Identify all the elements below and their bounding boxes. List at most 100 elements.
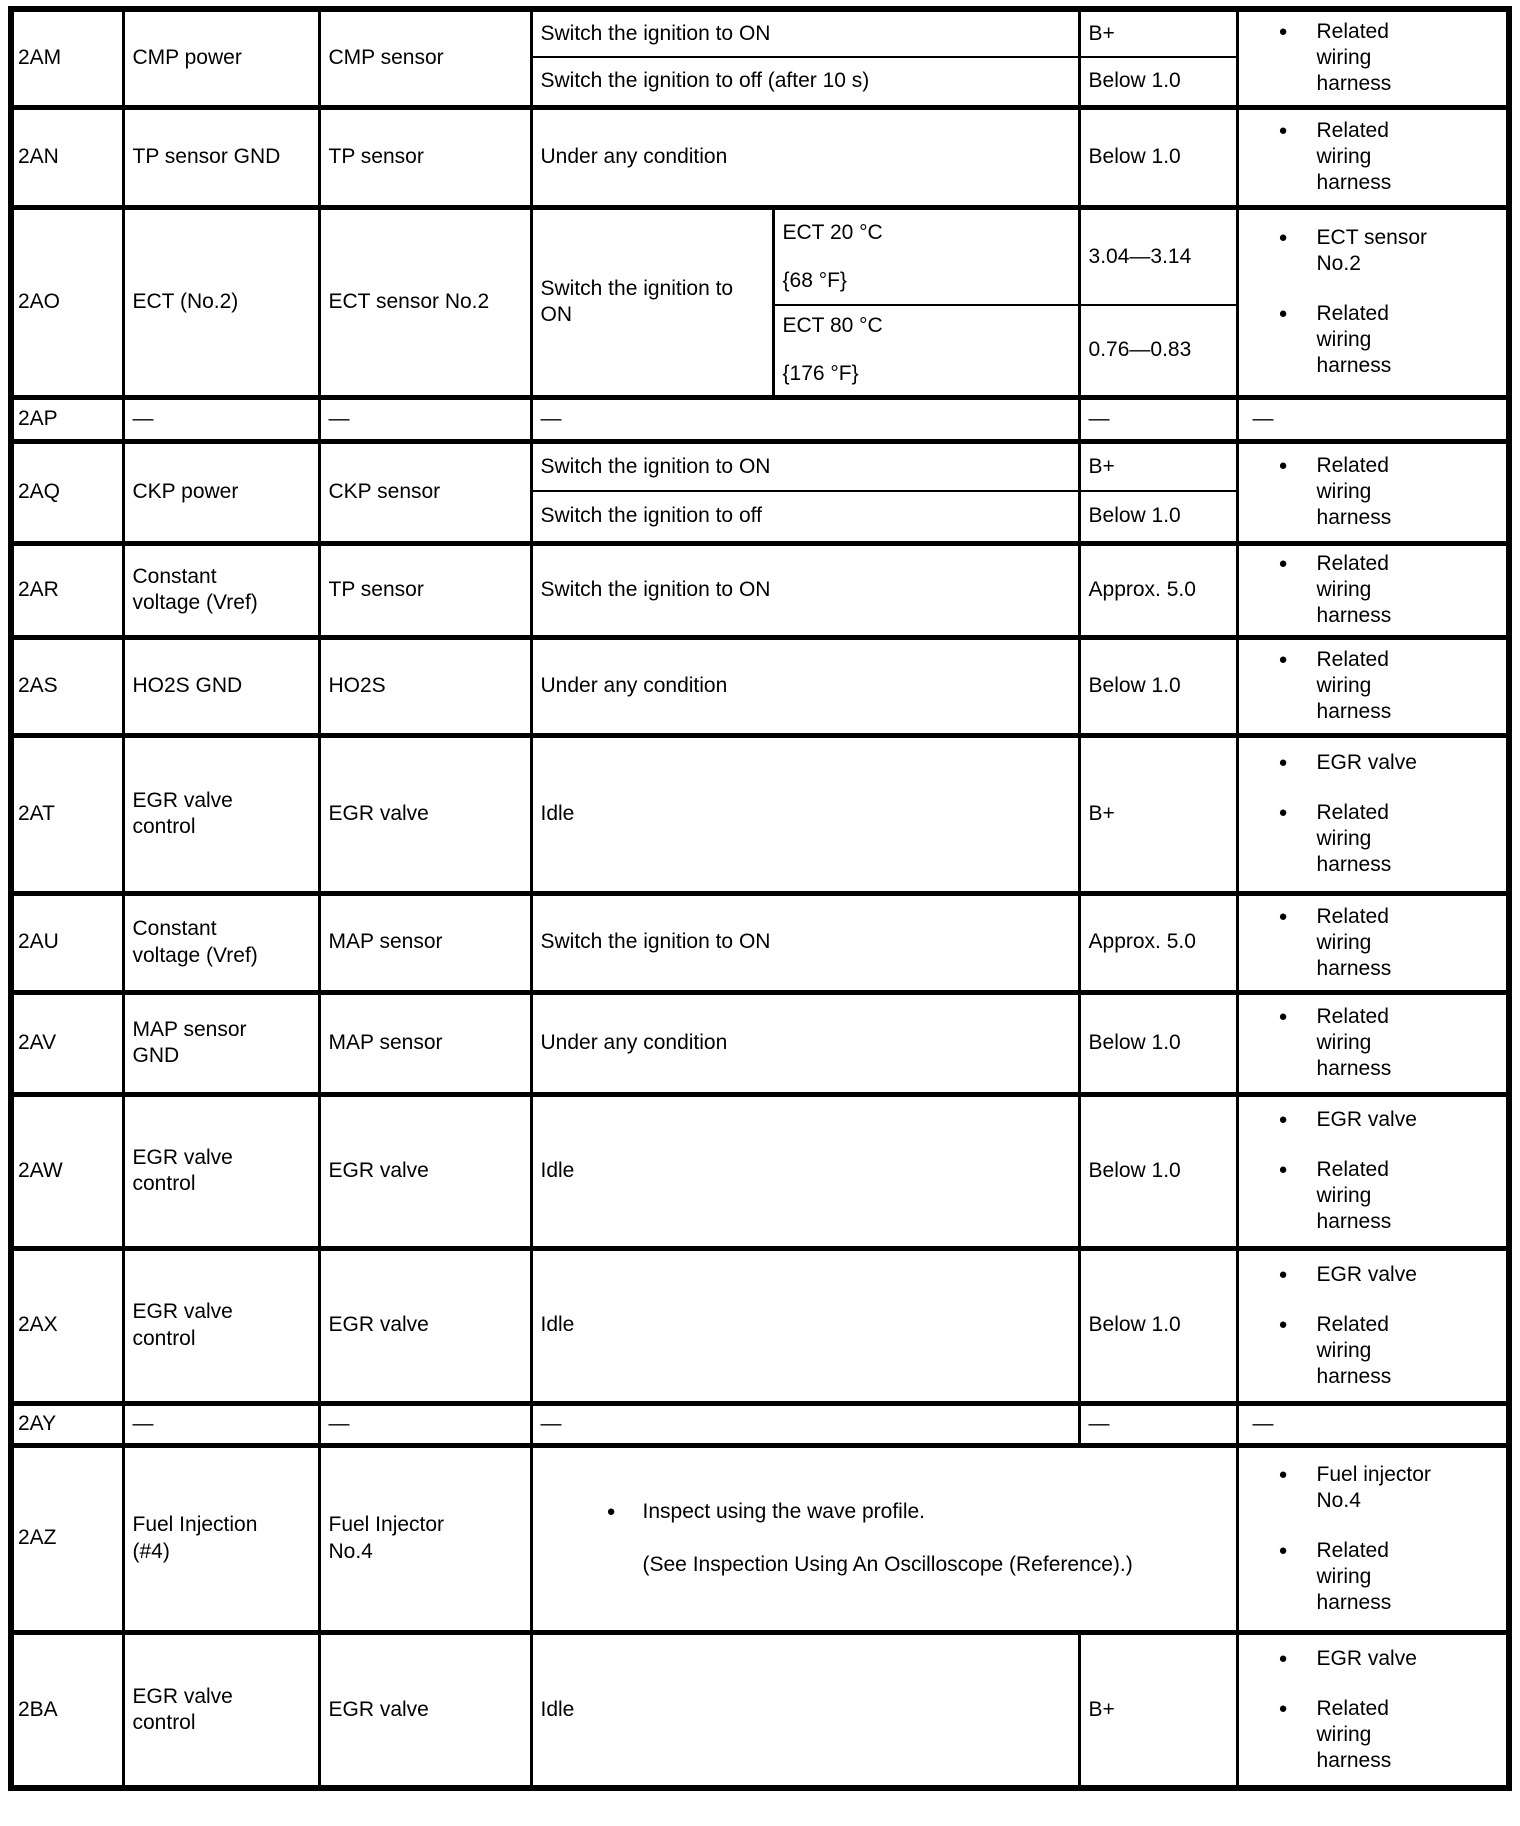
row-2ax: 2AX EGR valve control EGR valve Idle Bel…: [9, 1245, 1511, 1404]
terminal-cell: 2AX: [9, 1245, 125, 1404]
bullet-icon: ●: [1278, 122, 1288, 139]
inspection-list: ● EGR valve ● Related wiring harness: [1240, 1646, 1500, 1774]
inspection-text: Related wiring harness: [1316, 1158, 1392, 1233]
signal-cell: CMP power: [121, 6, 321, 108]
inspection-item: ● Related wiring harness: [1279, 1004, 1497, 1082]
inspection-cell: —: [1235, 1400, 1511, 1446]
connected-to-cell: EGR valve: [317, 1629, 533, 1789]
signal-cell: TP sensor GND: [121, 104, 321, 208]
inspection-cell: ● EGR valve ● Related wiring harness: [1235, 1245, 1511, 1404]
row-2az: 2AZ Fuel Injection (#4) Fuel Injector No…: [9, 1442, 1511, 1633]
terminal-cell: 2AY: [9, 1400, 125, 1446]
voltage-cell: B+: [1077, 1629, 1239, 1789]
row-2at: 2AT EGR valve control EGR valve Idle B+ …: [9, 732, 1511, 894]
bullet-icon: ●: [1278, 1161, 1288, 1178]
inspection-cell: ● Related wiring harness: [1235, 6, 1511, 108]
terminal-cell: 2AM: [9, 6, 125, 108]
inspection-text: Related wiring harness: [1316, 302, 1392, 377]
voltage-cell: Approx. 5.0: [1077, 540, 1239, 638]
condition-cell: Idle: [529, 1091, 1081, 1249]
sub-condition-line: {176 °F}: [782, 362, 859, 386]
inspection-item: ● Related wiring harness: [1279, 647, 1497, 725]
condition-cell: Switch the ignition to ON: [529, 438, 1081, 492]
signal-cell: EGR valve control: [121, 1091, 321, 1249]
inspection-list: ● Related wiring harness: [1240, 1004, 1500, 1082]
inspection-item: ● Related wiring harness: [1279, 1312, 1497, 1390]
inspection-list: ● EGR valve ● Related wiring harness: [1240, 1107, 1500, 1235]
inspection-cell: ● EGR valve ● Related wiring harness: [1235, 1091, 1511, 1249]
signal-cell: MAP sensor GND: [121, 989, 321, 1095]
condition-cell: Idle: [529, 732, 1081, 894]
connected-to-cell: Fuel Injector No.4: [317, 1442, 533, 1633]
bullet-icon: ●: [1278, 1315, 1288, 1333]
connected-to-cell: MAP sensor: [317, 890, 533, 993]
terminal-cell: 2AW: [9, 1091, 125, 1249]
terminal-cell: 2AO: [9, 204, 125, 398]
inspection-list: ● Fuel injector No.4 ● Related wiring harn…: [1240, 1462, 1500, 1616]
condition-cell: Under any condition: [529, 104, 1081, 208]
inspection-cell: ● Related wiring harness: [1235, 104, 1511, 208]
bullet-icon: ●: [1278, 907, 1288, 925]
inspection-cell: ● Related wiring harness: [1235, 989, 1511, 1095]
wave-profile-note: ● Inspect using the wave profile. (See I…: [541, 1499, 1230, 1578]
voltage-cell: 0.76—0.83: [1077, 304, 1239, 398]
condition-cell: Switch the ignition to ON: [529, 6, 1081, 58]
row-2an: 2AN TP sensor GND TP sensor Under any co…: [9, 104, 1511, 208]
sub-condition-cell: ECT 20 °C {68 °F}: [771, 204, 1081, 306]
inspection-cell: ● Related wiring harness: [1235, 540, 1511, 638]
inspection-text: EGR valve: [1316, 1646, 1417, 1670]
inspection-item: ● Related wiring harness: [1279, 1157, 1497, 1235]
terminal-cell: 2AP: [9, 394, 125, 442]
inspection-text: Related wiring harness: [1316, 801, 1392, 876]
inspection-item: ● EGR valve: [1279, 750, 1497, 776]
inspection-list: ● Related wiring harness: [1240, 904, 1500, 982]
sub-condition-cell: ECT 80 °C {176 °F}: [771, 304, 1081, 398]
condition-cell: Under any condition: [529, 634, 1081, 736]
inspection-list: ● EGR valve ● Related wiring harness: [1240, 750, 1500, 878]
inspection-text: EGR valve: [1316, 1108, 1417, 1131]
inspection-item: ● Related wiring harness: [1279, 1696, 1497, 1774]
inspection-item: ● Related wiring harness: [1279, 551, 1497, 629]
inspection-text: Related wiring harness: [1316, 454, 1392, 529]
row-2as: 2AS HO2S GND HO2S Under any condition Be…: [9, 634, 1511, 736]
inspection-item: ● Related wiring harness: [1279, 118, 1497, 196]
connected-to-cell: HO2S: [317, 634, 533, 736]
inspection-item: ● Related wiring harness: [1279, 1538, 1497, 1616]
bullet-icon: ●: [1278, 457, 1288, 474]
condition-cell: Switch the ignition to off: [529, 490, 1081, 544]
inspection-item: ● EGR valve: [1279, 1646, 1497, 1672]
signal-cell: EGR valve control: [121, 732, 321, 894]
connected-to-cell: TP sensor: [317, 540, 533, 638]
wave-profile-note-cell: ● Inspect using the wave profile. (See I…: [529, 1442, 1239, 1633]
terminal-cell: 2AR: [9, 540, 125, 638]
connected-to-cell: CKP sensor: [317, 438, 533, 544]
inspection-text: Related wiring harness: [1316, 119, 1392, 194]
row-2au: 2AU Constant voltage (Vref) MAP sensor S…: [9, 890, 1511, 993]
inspection-cell: ● ECT sensor No.2 ● Related wiring harness: [1235, 204, 1511, 398]
inspection-cell: ● Related wiring harness: [1235, 890, 1511, 993]
signal-cell: EGR valve control: [121, 1245, 321, 1404]
signal-cell: CKP power: [121, 438, 321, 544]
terminal-cell: 2AN: [9, 104, 125, 208]
inspection-cell: —: [1235, 394, 1511, 442]
connected-to-cell: EGR valve: [317, 1245, 533, 1404]
bullet-icon: ●: [1278, 555, 1288, 572]
inspection-text: Related wiring harness: [1316, 552, 1392, 627]
inspection-cell: ● Related wiring harness: [1235, 438, 1511, 544]
terminal-cell: 2AQ: [9, 438, 125, 544]
voltage-cell: Below 1.0: [1077, 104, 1239, 208]
inspection-list: ● ECT sensor No.2 ● Related wiring harness: [1240, 225, 1500, 379]
condition-cell: Idle: [529, 1245, 1081, 1404]
row-2ay: 2AY — — — — —: [9, 1400, 1511, 1446]
terminal-voltage-table: 2AM CMP power CMP sensor Switch the igni…: [8, 6, 1513, 1791]
inspection-text: Related wiring harness: [1316, 1005, 1392, 1080]
inspection-list: ● Related wiring harness: [1240, 453, 1500, 531]
terminal-cell: 2BA: [9, 1629, 125, 1789]
inspection-text: Related wiring harness: [1316, 1312, 1392, 1388]
connected-to-cell: CMP sensor: [317, 6, 533, 108]
connected-to-cell: —: [317, 394, 533, 442]
inspection-item: ● Related wiring harness: [1279, 301, 1497, 379]
wave-note-reference: (See Inspection Using An Oscilloscope (R…: [642, 1552, 1133, 1576]
signal-cell: —: [121, 1400, 321, 1446]
